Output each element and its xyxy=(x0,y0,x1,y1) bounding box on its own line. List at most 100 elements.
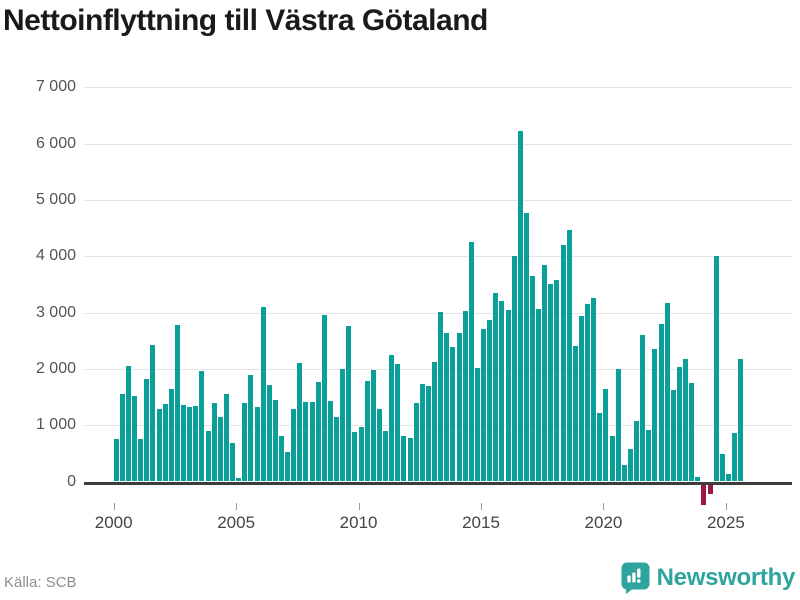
bar xyxy=(597,413,603,482)
bar xyxy=(634,420,640,482)
bar xyxy=(664,303,670,482)
bar xyxy=(199,371,205,482)
bar xyxy=(132,395,138,482)
y-axis-tick-label: 3 000 xyxy=(35,303,76,321)
y-axis-tick-label: 5 000 xyxy=(35,190,76,208)
bar xyxy=(438,311,444,482)
bar xyxy=(370,369,376,482)
bar-chart-icon xyxy=(626,568,641,583)
bar xyxy=(236,477,242,482)
gridline xyxy=(84,143,792,145)
bar xyxy=(450,346,456,482)
bar xyxy=(640,335,646,482)
bar xyxy=(646,430,652,482)
bar xyxy=(205,430,211,482)
page-title: Nettoinflyttning till Västra Götaland xyxy=(3,4,488,37)
newsworthy-logo-icon xyxy=(621,562,650,594)
bar xyxy=(327,400,333,482)
bar xyxy=(536,308,542,482)
gridline xyxy=(84,87,792,89)
bar xyxy=(591,298,597,482)
bar xyxy=(211,402,217,482)
bar xyxy=(725,474,731,482)
bar xyxy=(554,280,560,482)
bar xyxy=(230,442,236,482)
bar xyxy=(548,283,554,482)
bar xyxy=(297,362,303,482)
bar xyxy=(419,384,425,482)
x-axis-tick xyxy=(113,503,115,510)
bar xyxy=(542,265,548,482)
bar xyxy=(125,366,131,482)
newsworthy-logo: Newsworthy xyxy=(621,562,795,594)
bar xyxy=(462,311,468,482)
bar xyxy=(254,406,260,482)
bar xyxy=(217,416,223,482)
bar xyxy=(260,307,266,482)
y-axis-tick-label: 7 000 xyxy=(35,78,76,96)
x-axis-tick-label: 2010 xyxy=(339,513,378,532)
bar xyxy=(383,430,389,482)
bar xyxy=(376,409,382,482)
bar xyxy=(517,130,523,482)
x-axis-tick xyxy=(236,503,238,510)
bar xyxy=(627,449,633,482)
bar xyxy=(352,432,358,482)
bar xyxy=(119,394,125,482)
x-axis-tick-label: 2020 xyxy=(584,513,623,532)
y-axis-tick-label: 6 000 xyxy=(35,134,76,152)
bar xyxy=(695,476,701,482)
bar xyxy=(566,230,572,482)
bar xyxy=(162,404,168,482)
bar xyxy=(689,383,695,482)
bar xyxy=(511,255,517,482)
bar xyxy=(407,437,413,482)
bar xyxy=(138,439,144,482)
y-axis-tick-label: 2 000 xyxy=(35,359,76,377)
bar xyxy=(321,314,327,482)
y-axis-tick-label: 4 000 xyxy=(35,247,76,265)
bar xyxy=(340,368,346,482)
gridline xyxy=(84,256,792,258)
bar xyxy=(395,364,401,482)
bar xyxy=(713,256,719,482)
bar xyxy=(707,484,713,494)
bar xyxy=(621,465,627,482)
bar xyxy=(487,319,493,482)
bar xyxy=(658,323,664,482)
bar xyxy=(609,435,615,482)
bar xyxy=(187,406,193,482)
bar xyxy=(278,435,284,482)
bar xyxy=(444,332,450,482)
newsworthy-logo-text: Newsworthy xyxy=(656,564,796,591)
bar xyxy=(652,348,658,482)
gridline xyxy=(84,199,792,201)
bar xyxy=(272,399,278,482)
bar xyxy=(291,409,297,482)
y-axis-tick-label: 0 xyxy=(67,472,76,490)
bar xyxy=(285,451,291,482)
x-axis-tick xyxy=(358,503,360,510)
bar xyxy=(181,404,187,482)
bar xyxy=(174,324,180,482)
bar xyxy=(481,328,487,482)
bar xyxy=(529,276,535,482)
bar xyxy=(223,393,229,482)
source-label: Källa: SCB xyxy=(4,574,77,591)
bar xyxy=(266,385,272,482)
bar xyxy=(346,326,352,482)
bar xyxy=(585,304,591,482)
bar xyxy=(499,300,505,482)
bar xyxy=(493,292,499,482)
bar xyxy=(432,362,438,482)
bar xyxy=(315,382,321,482)
bar xyxy=(144,378,150,482)
x-axis-tick xyxy=(725,503,727,510)
bar xyxy=(683,358,689,482)
bar xyxy=(389,355,395,482)
x-axis-tick-label: 2015 xyxy=(462,513,500,532)
bar xyxy=(474,368,480,482)
bar xyxy=(303,402,309,482)
x-axis-tick-label: 2000 xyxy=(94,513,133,532)
bar xyxy=(603,388,609,482)
